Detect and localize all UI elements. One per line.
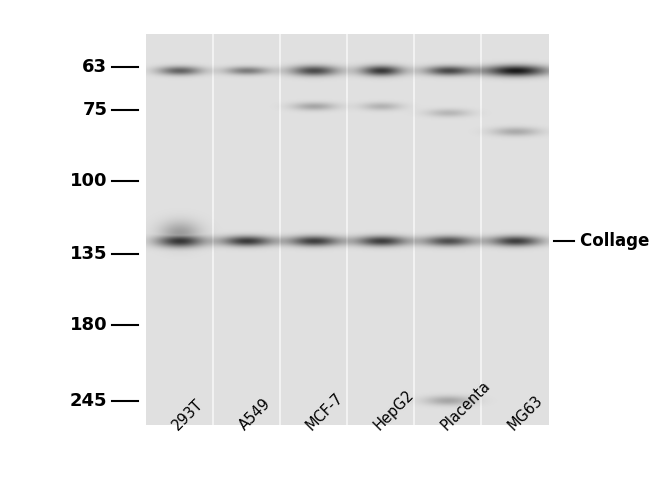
- Text: 293T: 293T: [169, 397, 206, 433]
- Text: MCF-7: MCF-7: [304, 390, 346, 433]
- Text: 245: 245: [70, 392, 107, 410]
- Text: Placenta: Placenta: [438, 378, 493, 433]
- Text: MG63: MG63: [505, 393, 545, 433]
- Text: Collagen II: Collagen II: [580, 232, 650, 250]
- Text: A549: A549: [237, 396, 274, 433]
- Text: 135: 135: [70, 245, 107, 264]
- Text: 75: 75: [83, 102, 107, 119]
- Text: 180: 180: [70, 316, 107, 334]
- Text: HepG2: HepG2: [370, 387, 417, 433]
- Text: 63: 63: [83, 59, 107, 77]
- Text: 100: 100: [70, 172, 107, 190]
